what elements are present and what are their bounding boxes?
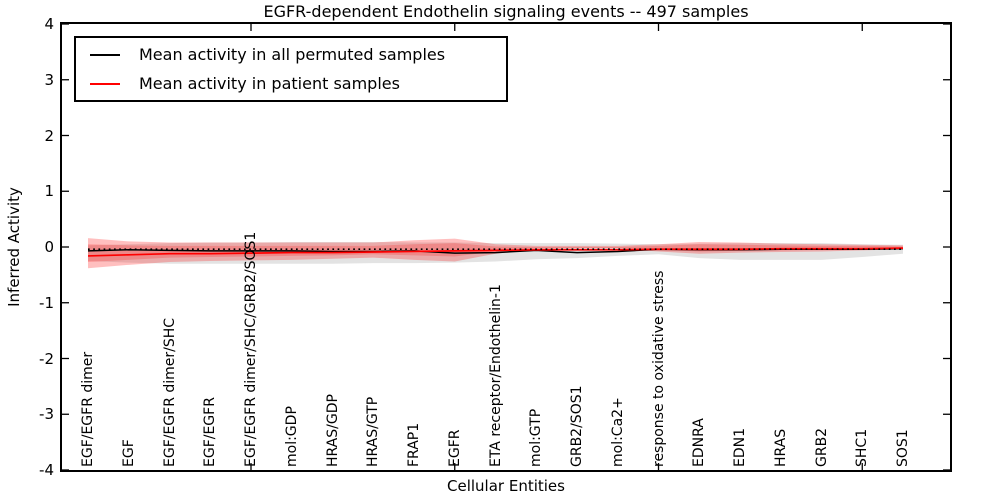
y-axis-label: Inferred Activity	[5, 187, 23, 307]
x-category-label: EDN1	[732, 427, 748, 467]
x-category-label: EGF/EGFR dimer	[80, 351, 96, 467]
y-tick-label: -1	[39, 293, 54, 312]
x-category-label: HRAS/GTP	[365, 396, 382, 467]
x-category-label: HRAS	[772, 428, 789, 467]
x-category-label: EGF	[120, 439, 137, 467]
y-tick-label: 1	[44, 182, 54, 201]
legend-item-permuted: Mean activity in all permuted samples	[76, 42, 506, 67]
y-tick-label: -2	[39, 349, 54, 368]
x-category-label: FRAP1	[406, 422, 422, 467]
x-category-label: mol:GDP	[283, 406, 300, 467]
y-tick-label: -4	[39, 461, 54, 479]
chart-title: EGFR-dependent Endothelin signaling even…	[263, 2, 749, 21]
red-line-swatch-icon	[90, 82, 120, 85]
band-patient-samples-range-inner	[88, 243, 903, 263]
legend-label: Mean activity in patient samples	[139, 74, 400, 93]
legend: Mean activity in all permuted samples Me…	[74, 36, 508, 102]
x-axis-label: Cellular Entities	[447, 477, 565, 495]
y-tick-label: 2	[44, 126, 54, 145]
x-category-label: ETA receptor/Endothelin-1	[487, 284, 504, 467]
x-category-label: EGF/EGFR	[202, 397, 219, 467]
legend-label: Mean activity in all permuted samples	[139, 45, 446, 64]
x-category-label: response to oxidative stress	[650, 270, 667, 467]
x-category-label: mol:Ca2+	[609, 397, 626, 467]
x-category-label: EGF/EGFR dimer/SHC	[161, 317, 178, 467]
x-category-label: EGFR	[446, 429, 463, 467]
black-line-swatch-icon	[90, 53, 120, 56]
y-tick-label: -3	[39, 405, 54, 424]
x-category-label: HRAS/GDP	[324, 394, 341, 467]
series-line	[87, 247, 904, 257]
x-category-label: mol:GTP	[528, 408, 545, 467]
x-category-label: SOS1	[895, 429, 911, 467]
x-category-label: EGF/EGFR dimer/SHC/GRB2/SOS1	[243, 231, 259, 467]
x-category-label: GRB2	[813, 427, 830, 467]
y-tick-label: 0	[44, 238, 54, 256]
x-category-label: GRB2/SOS1	[569, 385, 585, 467]
x-category-label: SHC1	[854, 428, 871, 467]
y-tick-label: 3	[44, 70, 54, 89]
chart-canvas	[62, 24, 950, 470]
legend-item-patient: Mean activity in patient samples	[76, 71, 506, 96]
y-tick-label: 4	[44, 15, 54, 33]
x-category-label: EDNRA	[691, 418, 708, 467]
